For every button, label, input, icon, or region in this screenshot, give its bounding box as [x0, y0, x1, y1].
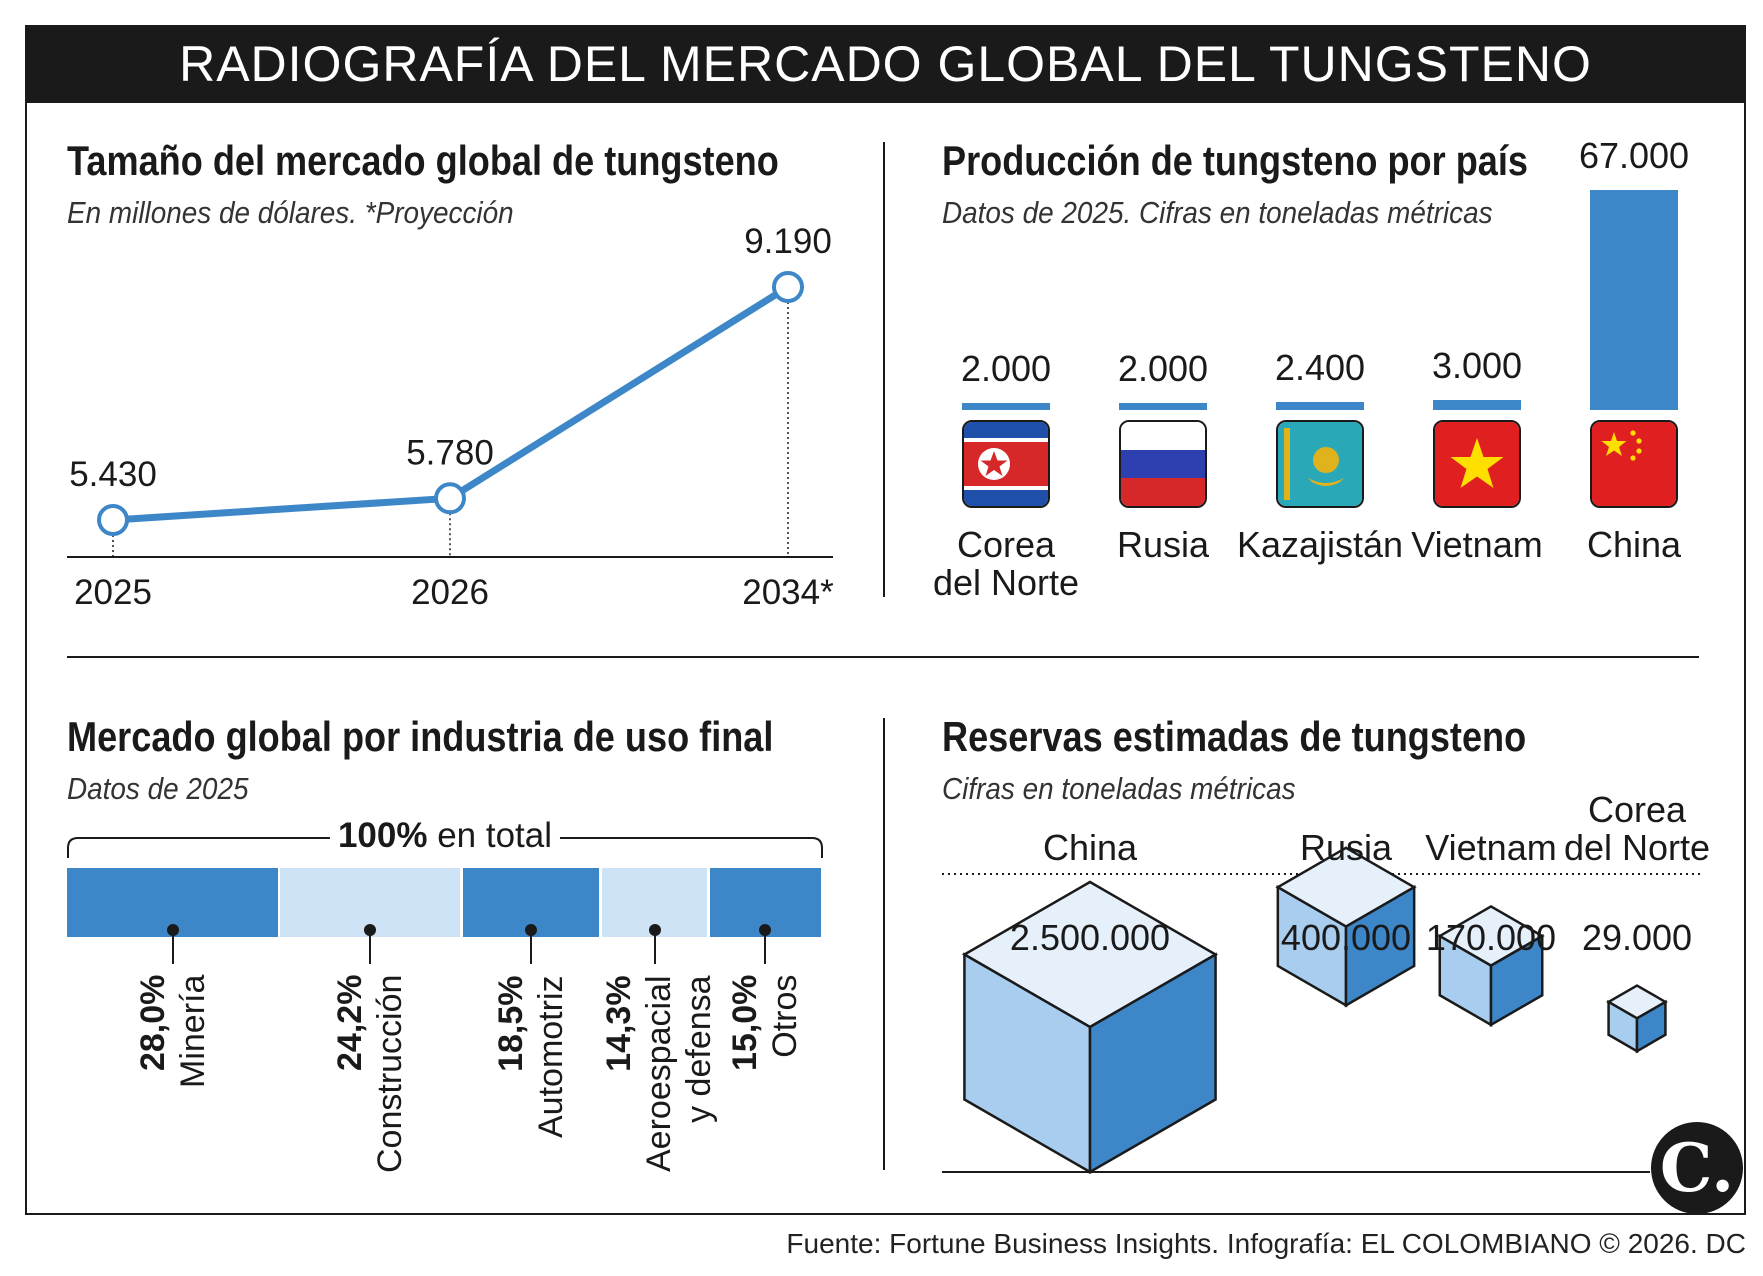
total-text: en total — [427, 816, 553, 855]
reserve-cube — [961, 880, 1219, 1175]
industry-panel-title: Mercado global por industria de uso fina… — [67, 713, 774, 760]
production-country-label-line2: del Norte — [932, 562, 1080, 603]
market-panel-subtitle: En millones de dólares. *Proyección — [67, 195, 514, 230]
reserve-country-label: China — [1042, 827, 1138, 868]
production-panel-title: Producción de tungsteno por país — [942, 137, 1528, 184]
reserve-country-label: Rusia — [1299, 827, 1393, 868]
production-country-label: China — [1586, 524, 1682, 565]
horizontal-divider — [67, 656, 1699, 658]
industry-panel-subtitle: Datos de 2025 — [67, 771, 249, 806]
production-panel-subtitle: Datos de 2025. Cifras en toneladas métri… — [942, 195, 1493, 230]
segment-marker-line — [529, 930, 532, 964]
reserve-cube — [1606, 984, 1668, 1054]
reserve-country-label: Corea — [1587, 789, 1687, 830]
production-bar — [1433, 400, 1521, 410]
x-tick-label: 2034* — [742, 573, 834, 612]
x-tick-label: 2025 — [74, 573, 152, 612]
kazakhstan-flag — [1276, 420, 1364, 508]
reserve-value-label: 400.000 — [1280, 917, 1412, 958]
cube-right-face — [1344, 885, 1416, 1008]
market-value-label: 5.430 — [69, 455, 157, 494]
market-line-chart: 5.430 2025 5.780 2026 9.190 2034* — [67, 222, 834, 612]
segment-marker-line — [764, 930, 767, 964]
reserve-country-label-line2: del Norte — [1563, 827, 1711, 868]
market-value-label: 5.780 — [406, 433, 494, 472]
production-bar — [1119, 403, 1207, 410]
production-country-label: Rusia — [1116, 524, 1210, 565]
reserve-value-label: 170.000 — [1425, 917, 1557, 958]
reserves-panel-title: Reservas estimadas de tungsteno — [942, 713, 1527, 760]
production-country-label: Kazajistán — [1236, 524, 1404, 565]
source-credit: Fuente: Fortune Business Insights. Infog… — [786, 1228, 1746, 1259]
market-point — [772, 271, 804, 303]
production-country-label: Vietnam — [1411, 524, 1543, 565]
production-country-label: Corea — [956, 524, 1056, 565]
vertical-divider-bottom — [883, 718, 885, 1170]
north-korea-flag — [962, 420, 1050, 508]
reserve-cube — [1275, 846, 1417, 1008]
reserves-panel-subtitle: Cifras en toneladas métricas — [942, 771, 1296, 806]
reserve-country-label: Vietnam — [1425, 827, 1557, 868]
reserve-value-label: 29.000 — [1581, 917, 1693, 958]
russia-flag — [1119, 420, 1207, 508]
cube-right-face — [1489, 933, 1544, 1027]
production-bar — [962, 403, 1050, 410]
segment-marker-line — [653, 930, 656, 964]
reserve-value-label: 2.500.000 — [1009, 917, 1171, 958]
market-point — [97, 504, 129, 536]
production-bar — [1590, 190, 1678, 410]
total-bracket — [67, 837, 823, 858]
market-point — [434, 482, 466, 515]
china-flag — [1590, 420, 1678, 508]
el-colombiano-logo: C. — [1651, 1122, 1743, 1214]
vietnam-flag — [1433, 420, 1521, 508]
total-percent: 100% — [337, 816, 428, 855]
cube-right-face — [1635, 999, 1667, 1054]
segment-marker-line — [171, 930, 174, 964]
total-label: 100% en total — [329, 816, 561, 856]
main-title: RADIOGRAFÍA DEL MERCADO GLOBAL DEL TUNGS… — [25, 25, 1746, 103]
market-value-label: 9.190 — [744, 222, 832, 261]
x-tick-label: 2026 — [411, 573, 489, 612]
vertical-divider-top — [883, 142, 885, 597]
segment-marker-line — [368, 930, 371, 964]
market-panel-title: Tamaño del mercado global de tungsteno — [67, 137, 779, 184]
production-value-label: 2.000 — [1117, 348, 1209, 390]
production-value-label: 2.400 — [1274, 347, 1366, 389]
production-bar — [1276, 402, 1364, 410]
production-value-label: 2.000 — [960, 348, 1052, 390]
production-value-label: 3.000 — [1431, 345, 1523, 387]
cube-right-face — [1088, 952, 1217, 1175]
reserve-cube — [1437, 905, 1545, 1027]
production-value-label: 67.000 — [1578, 135, 1690, 176]
